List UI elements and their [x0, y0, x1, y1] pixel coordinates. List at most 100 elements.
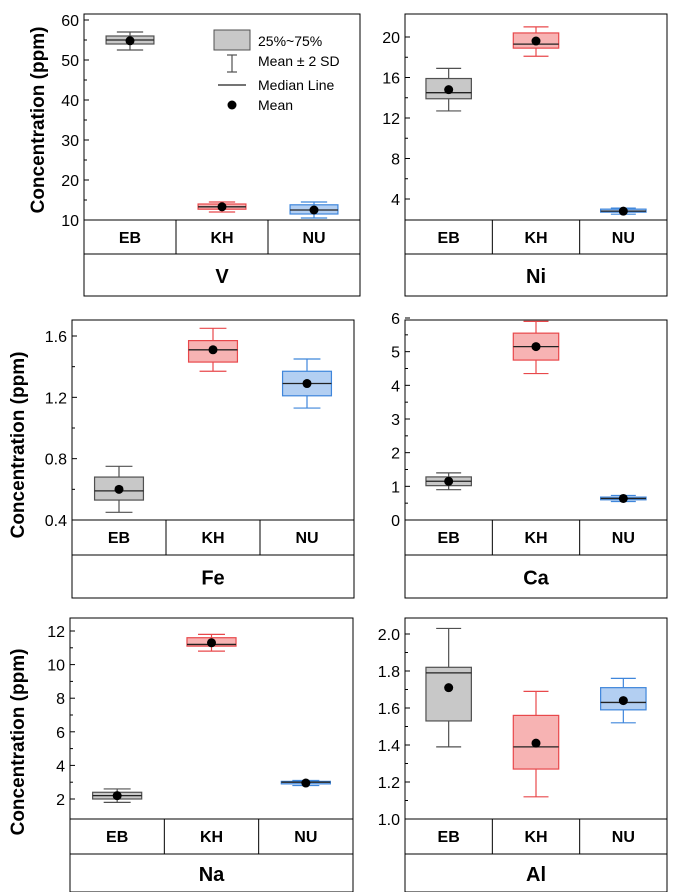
category-label: KH — [201, 530, 224, 547]
legend-mean-symbol — [227, 100, 237, 110]
y-tick-label: 3 — [391, 412, 400, 429]
box-nu — [600, 677, 647, 724]
mean-marker — [531, 342, 541, 352]
box-eb — [425, 472, 472, 491]
category-label: KH — [200, 829, 223, 846]
y-tick-label: 0.4 — [45, 513, 67, 530]
box-eb — [425, 67, 472, 112]
box-kh — [512, 690, 560, 798]
category-label: NU — [612, 230, 635, 247]
category-label: KH — [210, 230, 233, 247]
y-tick-label: 10 — [47, 658, 65, 675]
y-tick-label: 1.0 — [378, 812, 400, 829]
category-label: EB — [438, 530, 460, 547]
panel-fe: 0.4 0.8 1.2 1.6 EB KH NU Fe Concentration (ppm) — [8, 319, 355, 599]
box-nu — [289, 201, 339, 219]
category-label: NU — [302, 230, 325, 247]
category-label: NU — [295, 530, 318, 547]
y-tick-label: 4 — [391, 192, 400, 209]
category-label: EB — [106, 829, 128, 846]
box-kh — [197, 201, 247, 213]
y-axis-label: Concentration (ppm) — [28, 27, 49, 214]
box-nu — [600, 206, 647, 216]
mean-marker — [444, 476, 454, 486]
y-tick-label: 2 — [56, 792, 65, 809]
box-nu — [281, 358, 333, 409]
category-label: KH — [524, 829, 547, 846]
category-label: KH — [524, 530, 547, 547]
y-tick-label: 1.2 — [378, 775, 400, 792]
category-label: EB — [108, 530, 130, 547]
box-kh — [512, 320, 560, 375]
mean-marker — [531, 36, 541, 46]
category-label: KH — [524, 230, 547, 247]
y-tick-label: 8 — [56, 691, 65, 708]
y-tick-label: 6 — [391, 311, 400, 328]
y-axis-label: Concentration (ppm) — [8, 649, 29, 836]
mean-marker — [114, 484, 124, 494]
category-label: EB — [119, 230, 141, 247]
y-tick-label: 8 — [391, 152, 400, 169]
y-tick-label: 1.2 — [45, 390, 67, 407]
mean-marker — [531, 738, 541, 748]
y-tick-label: 1.6 — [45, 329, 67, 346]
y-tick-label: 50 — [61, 53, 79, 70]
mean-marker — [618, 493, 628, 503]
y-tick-label: 4 — [56, 758, 65, 775]
y-tick-label: 0.8 — [45, 452, 67, 469]
category-label: EB — [438, 230, 460, 247]
mean-marker — [208, 345, 218, 355]
element-label: Na — [199, 864, 225, 886]
element-label: V — [215, 266, 229, 288]
element-label: Ca — [523, 568, 549, 590]
box-eb — [92, 788, 143, 803]
y-tick-label: 1 — [391, 479, 400, 496]
mean-marker — [302, 379, 312, 389]
mean-marker — [207, 638, 216, 648]
mean-marker — [217, 202, 227, 212]
y-tick-label: 20 — [382, 30, 400, 47]
mean-marker — [309, 205, 319, 215]
y-tick-label: 12 — [382, 111, 400, 128]
y-tick-label: 1.6 — [378, 701, 400, 718]
y-tick-label: 20 — [61, 173, 79, 190]
mean-marker — [444, 85, 454, 95]
legend: 25%~75% Mean ± 2 SD Median Line Mean — [213, 29, 340, 113]
y-tick-label: 0 — [391, 513, 400, 530]
panel-frame — [404, 319, 668, 599]
y-tick-label: 2 — [391, 446, 400, 463]
iqr-box — [425, 666, 472, 722]
legend-box-swatch — [213, 29, 251, 51]
box-kh — [186, 633, 237, 652]
panel-v: 10 20 30 40 50 60 EB KH NU V Concentration (ppm) — [28, 13, 361, 297]
panel-frame — [404, 617, 668, 892]
y-tick-label: 1.4 — [378, 738, 400, 755]
y-tick-label: 1.8 — [378, 664, 400, 681]
y-tick-label: 60 — [61, 13, 79, 30]
legend-mean-label: Mean — [258, 97, 293, 113]
panel-frame — [69, 617, 354, 892]
legend-median-label: Median Line — [258, 77, 334, 93]
element-label: Fe — [201, 568, 224, 590]
y-tick-label: 40 — [61, 93, 79, 110]
mean-marker — [444, 683, 454, 693]
box-kh — [512, 26, 560, 57]
element-label: Al — [526, 864, 546, 886]
category-label: NU — [612, 530, 635, 547]
category-label: NU — [612, 829, 635, 846]
panel-ca: 0 1 2 3 4 5 6 EB KH NU Ca — [391, 311, 668, 599]
legend-whisker-label: Mean ± 2 SD — [258, 53, 340, 69]
y-axis-label: Concentration (ppm) — [8, 352, 29, 539]
element-label: Ni — [526, 266, 546, 288]
panel-ni: 4 8 12 16 20 EB KH NU Ni — [382, 13, 668, 297]
box-kh — [187, 327, 239, 372]
y-tick-label: 12 — [47, 624, 65, 641]
panel-na: 2 4 6 8 10 12 EB KH NU Na Concentration (ppm) — [8, 617, 354, 892]
box-nu — [280, 778, 331, 788]
y-tick-label: 10 — [61, 213, 79, 230]
mean-marker — [618, 206, 628, 216]
y-tick-label: 16 — [382, 71, 400, 88]
box-eb — [425, 627, 472, 748]
legend-box-label: 25%~75% — [258, 33, 322, 49]
